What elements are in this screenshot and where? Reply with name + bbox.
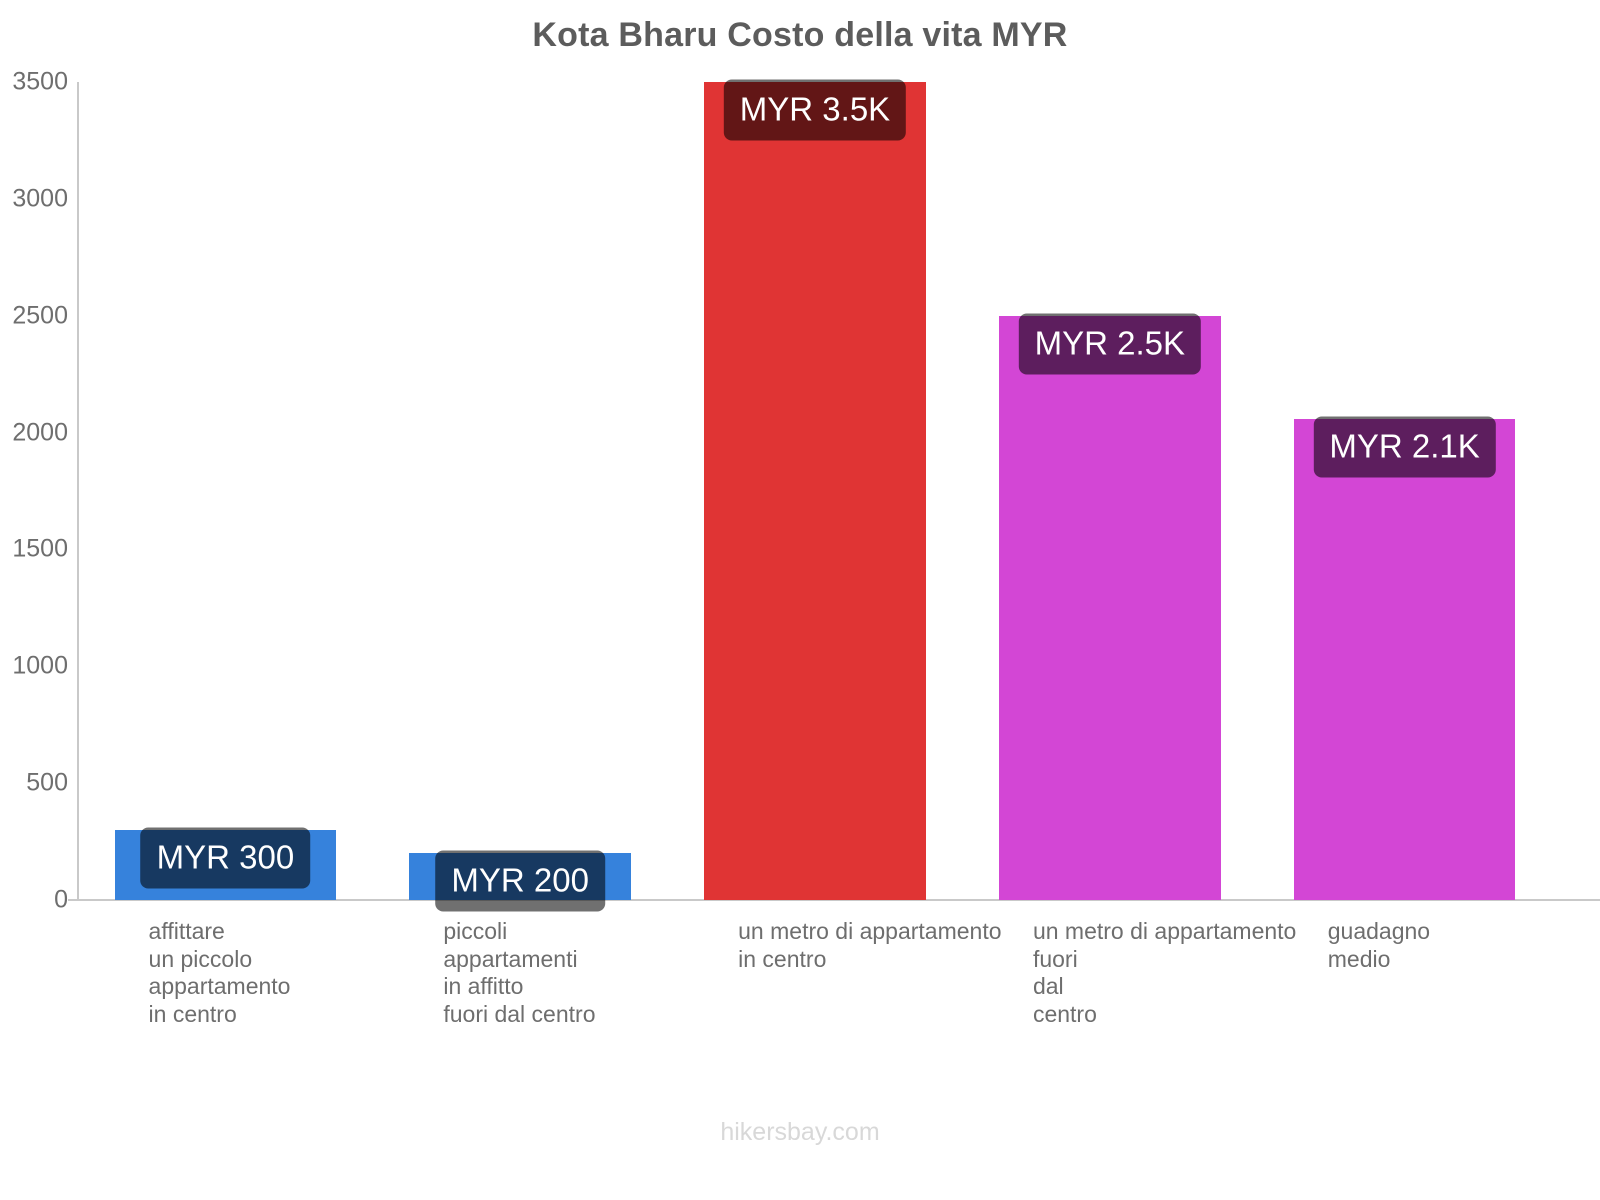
plot-area: MYR 300 MYR 200 MYR 3.5K MYR 2.5K MYR 2.1K [78,79,1552,912]
y-axis-tick-label: 1500 [12,534,68,563]
y-axis-line [77,82,79,900]
y-axis-tick-label: 2500 [12,301,68,330]
bar[interactable] [1293,418,1516,900]
y-axis-tick-labels: 0 500 1000 1500 2000 2500 3000 3500 [0,68,68,914]
bar-value-label: MYR 2.1K [1313,416,1496,478]
bar[interactable] [704,82,926,900]
y-axis-tick-label: 3500 [12,67,68,96]
x-axis-category-label: affittare un piccolo appartamento in cen… [148,918,291,1027]
x-axis-category-label: guadagno medio [1327,918,1431,972]
y-axis-tick-label: 1000 [12,651,68,680]
y-axis-tick-label: 3000 [12,184,68,213]
bar-value-label: MYR 3.5K [723,79,907,141]
x-axis-category-label: un metro di appartamento fuori dal centr… [1032,918,1297,1027]
x-axis-category-labels: affittare un piccolo appartamento in cen… [78,918,1552,1078]
watermark-text: hikersbay.com [720,1118,880,1146]
bar-value-label: MYR 2.5K [1018,313,1201,375]
y-axis-tick-label: 2000 [12,418,68,447]
bar[interactable] [998,315,1221,900]
chart-title: Kota Bharu Costo della vita MYR [532,16,1068,54]
x-axis-line [68,899,1600,901]
x-axis-category-label: piccoli appartamenti in affitto fuori da… [443,918,596,1027]
x-axis-category-label: un metro di appartamento in centro [738,918,1002,972]
y-axis-tick-label: 0 [54,885,68,914]
bar-value-label: MYR 200 [435,850,605,912]
bar-value-label: MYR 300 [140,827,311,889]
y-axis-tick-label: 500 [26,768,68,797]
